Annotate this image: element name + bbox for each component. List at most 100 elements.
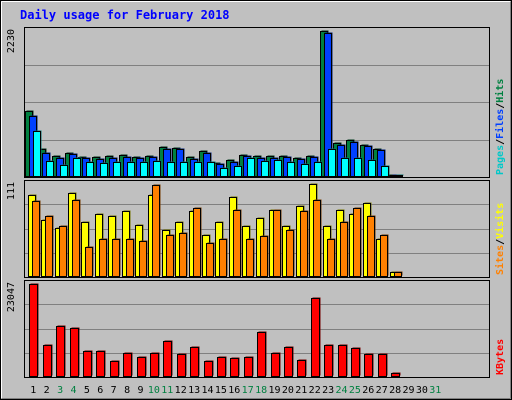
day-label: 29 (402, 385, 414, 396)
day-label: 17 (242, 385, 254, 396)
bar-sites-day-25 (353, 208, 361, 277)
bar-kbytes-day-9 (137, 357, 146, 377)
bar-pages-day-12 (180, 162, 188, 177)
bar-sites-day-4 (72, 200, 80, 277)
panel-kbytes: 23047 KBytes (6, 280, 506, 378)
day-label: 31 (429, 385, 441, 396)
bar-pages-day-8 (127, 162, 135, 177)
panel-visits: 111 Sites/Visits (6, 180, 506, 278)
bar-sites-day-2 (45, 216, 53, 277)
bar-sites-day-8 (126, 239, 134, 277)
bar-sites-day-20 (286, 230, 294, 277)
day-label: 28 (389, 385, 401, 396)
axis-max-label-visits: 111 (6, 182, 17, 200)
bar-sites-day-14 (206, 243, 214, 277)
day-label: 5 (84, 385, 90, 396)
bar-sites-day-11 (166, 235, 174, 277)
day-label: 15 (215, 385, 227, 396)
bar-pages-day-23 (328, 149, 336, 177)
day-label: 6 (97, 385, 103, 396)
bar-kbytes-day-1 (29, 284, 38, 377)
bar-sites-day-24 (340, 222, 348, 277)
bar-pages-day-6 (100, 163, 108, 177)
bar-pages-day-9 (140, 162, 148, 177)
bar-sites-day-16 (233, 210, 241, 277)
day-label: 11 (161, 385, 173, 396)
bar-sites-day-17 (246, 239, 254, 277)
day-label: 20 (282, 385, 294, 396)
day-label: 24 (335, 385, 347, 396)
bar-sites-day-26 (367, 216, 375, 277)
legend-hits: Pages/Files/Hits (494, 79, 506, 175)
day-label: 16 (228, 385, 240, 396)
bar-kbytes-day-6 (96, 351, 105, 377)
day-label: 25 (349, 385, 361, 396)
bar-pages-day-11 (167, 162, 175, 177)
bar-kbytes-day-11 (163, 341, 172, 377)
bar-kbytes-day-7 (110, 361, 119, 377)
bar-pages-day-3 (60, 165, 68, 177)
bar-kbytes-day-15 (217, 357, 226, 377)
day-label: 3 (57, 385, 63, 396)
bar-pages-day-24 (341, 158, 349, 177)
day-label: 1 (30, 385, 36, 396)
bar-sites-day-19 (273, 210, 281, 277)
bar-sites-day-21 (300, 211, 308, 277)
bar-sites-day-9 (139, 241, 147, 277)
bar-sites-day-7 (112, 239, 120, 277)
bar-kbytes-day-13 (190, 347, 199, 377)
bar-pages-day-5 (86, 162, 94, 177)
day-label: 7 (111, 385, 117, 396)
bar-pages-day-27 (381, 166, 389, 177)
day-label: 14 (201, 385, 213, 396)
day-label: 13 (188, 385, 200, 396)
day-label: 4 (70, 385, 76, 396)
bar-sites-day-22 (313, 200, 321, 277)
bar-pages-day-20 (287, 162, 295, 177)
bar-kbytes-day-10 (150, 353, 159, 377)
legend-entry: / (495, 239, 506, 245)
bar-kbytes-day-21 (297, 360, 306, 377)
bar-kbytes-day-18 (257, 332, 266, 377)
legend-entry: / (495, 139, 506, 145)
legend-entry: / (495, 103, 506, 109)
day-label: 30 (416, 385, 428, 396)
bar-kbytes-day-16 (230, 358, 239, 377)
bar-kbytes-day-23 (324, 345, 333, 377)
bar-pages-day-2 (46, 161, 54, 177)
day-label: 19 (268, 385, 280, 396)
legend-entry: KBytes (495, 339, 506, 375)
bar-pages-day-25 (354, 158, 362, 177)
bar-pages-day-1 (33, 131, 41, 177)
day-label: 18 (255, 385, 267, 396)
bar-kbytes-day-5 (83, 351, 92, 377)
bar-pages-day-7 (113, 162, 121, 177)
day-label: 12 (175, 385, 187, 396)
legend-entry: Hits (494, 79, 506, 103)
bar-kbytes-day-26 (364, 354, 373, 377)
bar-pages-day-15 (220, 168, 228, 177)
bar-kbytes-day-28 (391, 373, 400, 377)
bar-pages-day-18 (261, 161, 269, 177)
bar-pages-day-21 (301, 164, 309, 177)
bar-pages-day-16 (234, 166, 242, 177)
chart-title: Daily usage for February 2018 (20, 8, 230, 22)
legend-kbytes: KBytes (495, 339, 506, 375)
legend-entry: Sites (494, 245, 506, 275)
bar-kbytes-day-12 (177, 354, 186, 377)
bar-kbytes-day-22 (311, 298, 320, 377)
bar-pages-day-4 (73, 158, 81, 177)
legend-entry: Visits (494, 203, 506, 239)
bar-kbytes-day-4 (70, 328, 79, 377)
bar-sites-day-1 (32, 201, 40, 277)
bar-sites-day-15 (219, 239, 227, 277)
bar-kbytes-day-24 (338, 345, 347, 377)
bar-sites-day-13 (193, 208, 201, 277)
bar-kbytes-day-27 (378, 354, 387, 377)
day-label: 10 (148, 385, 160, 396)
chart-panels: 2230Pages/Files/Hits111Sites/Visits23047… (6, 27, 506, 378)
bar-kbytes-day-20 (284, 347, 293, 377)
bar-sites-day-10 (152, 185, 160, 277)
